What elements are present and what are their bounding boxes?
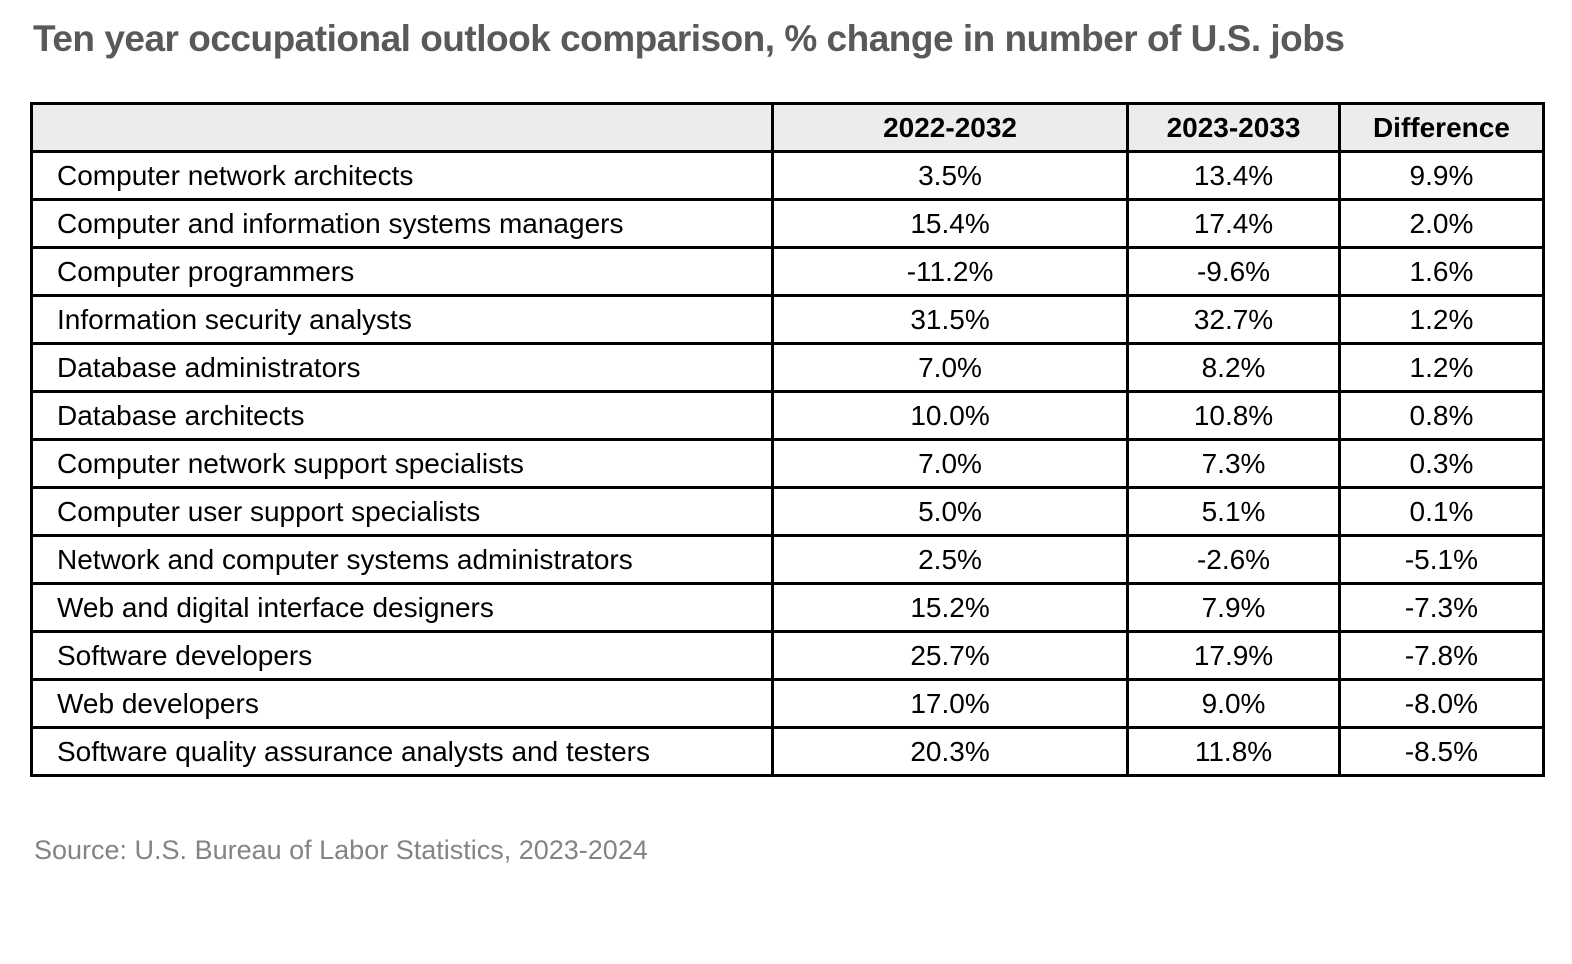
table-row: Web developers 17.0% 9.0% -8.0% bbox=[30, 678, 1546, 729]
occupation-cell: Computer network architects bbox=[30, 150, 774, 201]
occupational-outlook-table: 2022-2032 2023-2033 Difference Computer ne… bbox=[30, 102, 1546, 777]
occupation-cell: Software quality assurance analysts and … bbox=[30, 726, 774, 777]
value-cell: 1.2% bbox=[1337, 294, 1546, 345]
table-row: Computer user support specialists 5.0% 5.1… bbox=[30, 486, 1546, 537]
column-header: Difference bbox=[1337, 102, 1546, 153]
table-row: Database architects 10.0% 10.8% 0.8% bbox=[30, 390, 1546, 441]
table-row: Database administrators 7.0% 8.2% 1.2% bbox=[30, 342, 1546, 393]
value-cell: 15.4% bbox=[770, 198, 1130, 249]
value-cell: 0.3% bbox=[1337, 438, 1546, 489]
table-row: Software quality assurance analysts and … bbox=[30, 726, 1546, 777]
page-title: Ten year occupational outlook comparison… bbox=[33, 18, 1345, 59]
table-body: Computer network architects 3.5% 13.4% 9.9%… bbox=[30, 150, 1546, 777]
table-row: Computer network support specialists 7.0%… bbox=[30, 438, 1546, 489]
value-cell: 13.4% bbox=[1126, 150, 1341, 201]
value-cell: 0.8% bbox=[1337, 390, 1546, 441]
occupation-cell: Database administrators bbox=[30, 342, 774, 393]
value-cell: 17.4% bbox=[1126, 198, 1341, 249]
occupation-cell: Web developers bbox=[30, 678, 774, 729]
value-cell: 7.9% bbox=[1126, 582, 1341, 633]
value-cell: -2.6% bbox=[1126, 534, 1341, 585]
value-cell: -8.5% bbox=[1337, 726, 1546, 777]
occupation-cell: Software developers bbox=[30, 630, 774, 681]
occupation-cell: Computer network support specialists bbox=[30, 438, 774, 489]
value-cell: 17.0% bbox=[770, 678, 1130, 729]
value-cell: 1.6% bbox=[1337, 246, 1546, 297]
column-header: 2023-2033 bbox=[1126, 102, 1341, 153]
value-cell: 20.3% bbox=[770, 726, 1130, 777]
value-cell: -11.2% bbox=[770, 246, 1130, 297]
table-row: Computer and information systems manager… bbox=[30, 198, 1546, 249]
value-cell: -8.0% bbox=[1337, 678, 1546, 729]
table-row: Information security analysts 31.5% 32.7% 1… bbox=[30, 294, 1546, 345]
value-cell: 2.0% bbox=[1337, 198, 1546, 249]
table-header-row: 2022-2032 2023-2033 Difference bbox=[30, 102, 1546, 153]
value-cell: 25.7% bbox=[770, 630, 1130, 681]
value-cell: 11.8% bbox=[1126, 726, 1341, 777]
table-row: Computer network architects 3.5% 13.4% 9.9% bbox=[30, 150, 1546, 201]
occupation-cell: Network and computer systems administrat… bbox=[30, 534, 774, 585]
source-note: Source: U.S. Bureau of Labor Statistics,… bbox=[34, 835, 648, 865]
value-cell: 9.9% bbox=[1337, 150, 1546, 201]
value-cell: 2.5% bbox=[770, 534, 1130, 585]
value-cell: 7.0% bbox=[770, 438, 1130, 489]
value-cell: -7.3% bbox=[1337, 582, 1546, 633]
occupation-cell: Web and digital interface designers bbox=[30, 582, 774, 633]
value-cell: 8.2% bbox=[1126, 342, 1341, 393]
value-cell: 10.8% bbox=[1126, 390, 1341, 441]
value-cell: 7.0% bbox=[770, 342, 1130, 393]
column-header: 2022-2032 bbox=[770, 102, 1130, 153]
value-cell: -5.1% bbox=[1337, 534, 1546, 585]
value-cell: 15.2% bbox=[770, 582, 1130, 633]
occupation-cell: Information security analysts bbox=[30, 294, 774, 345]
value-cell: 1.2% bbox=[1337, 342, 1546, 393]
value-cell: 32.7% bbox=[1126, 294, 1341, 345]
table-row: Network and computer systems administrat… bbox=[30, 534, 1546, 585]
table-row: Web and digital interface designers 15.2%… bbox=[30, 582, 1546, 633]
value-cell: 31.5% bbox=[770, 294, 1130, 345]
occupation-cell: Database architects bbox=[30, 390, 774, 441]
value-cell: -7.8% bbox=[1337, 630, 1546, 681]
occupation-cell: Computer and information systems manager… bbox=[30, 198, 774, 249]
occupation-cell: Computer user support specialists bbox=[30, 486, 774, 537]
table-row: Computer programmers -11.2% -9.6% 1.6% bbox=[30, 246, 1546, 297]
table-row: Software developers 25.7% 17.9% -7.8% bbox=[30, 630, 1546, 681]
value-cell: 7.3% bbox=[1126, 438, 1341, 489]
occupation-cell: Computer programmers bbox=[30, 246, 774, 297]
value-cell: 9.0% bbox=[1126, 678, 1341, 729]
value-cell: -9.6% bbox=[1126, 246, 1341, 297]
value-cell: 0.1% bbox=[1337, 486, 1546, 537]
value-cell: 10.0% bbox=[770, 390, 1130, 441]
value-cell: 5.0% bbox=[770, 486, 1130, 537]
value-cell: 5.1% bbox=[1126, 486, 1341, 537]
value-cell: 17.9% bbox=[1126, 630, 1341, 681]
value-cell: 3.5% bbox=[770, 150, 1130, 201]
column-header-occupation bbox=[30, 102, 774, 153]
